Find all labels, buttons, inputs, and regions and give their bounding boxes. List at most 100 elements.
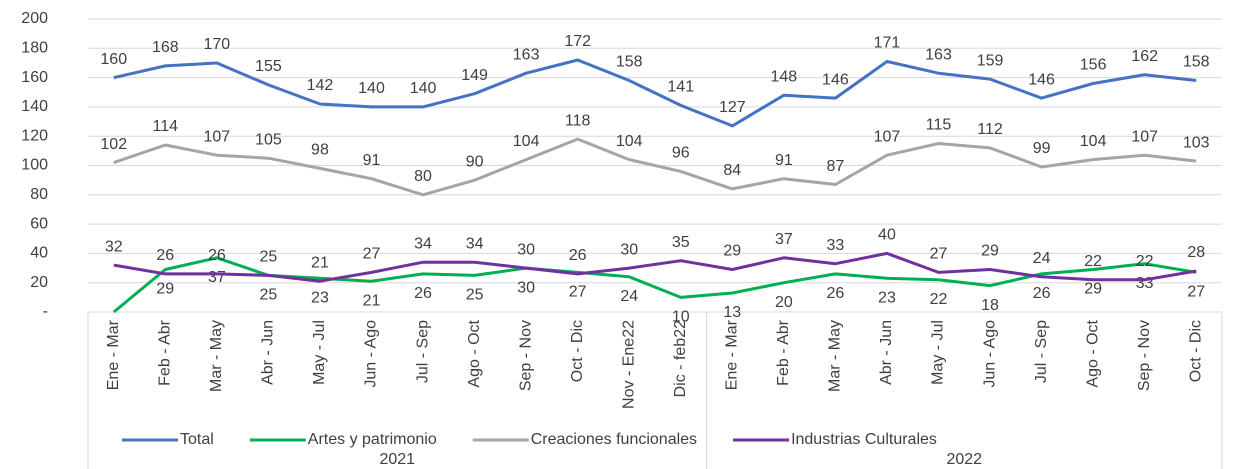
- y-tick-label: 180: [21, 40, 48, 57]
- series-line: [113, 137, 1197, 197]
- data-label: 171: [874, 35, 901, 52]
- x-tick-label: Dic - feb22: [672, 320, 689, 397]
- data-label: 104: [1080, 133, 1107, 150]
- data-label: 158: [616, 54, 643, 71]
- data-label: 158: [1183, 54, 1210, 71]
- data-label: 91: [363, 152, 381, 169]
- legend-label: Artes y patrimonio: [308, 431, 437, 448]
- data-label: 172: [564, 33, 591, 50]
- data-label: 26: [156, 247, 174, 264]
- data-label: 27: [1187, 284, 1205, 301]
- data-label: 142: [307, 77, 334, 94]
- data-label: 102: [100, 136, 127, 153]
- data-label: 140: [358, 80, 385, 97]
- x-tick-label: Sep - Nov: [1136, 320, 1153, 391]
- data-label: 30: [517, 241, 535, 258]
- data-label: 35: [672, 234, 690, 251]
- data-label: 33: [827, 237, 845, 254]
- data-label: 105: [255, 131, 282, 148]
- series-line: [113, 58, 1197, 128]
- x-tick-label: Jul - Sep: [1033, 320, 1050, 383]
- group-label: 2022: [946, 451, 982, 468]
- x-tick-label: May - Jul: [930, 320, 947, 385]
- y-tick-label: 140: [21, 98, 48, 115]
- data-label: 91: [775, 152, 793, 169]
- x-tick-label: Jun - Ago: [363, 320, 380, 388]
- x-tick-label: Jul - Sep: [414, 320, 431, 383]
- data-label: 37: [775, 231, 793, 248]
- data-label: 21: [311, 254, 329, 271]
- data-label: 20: [775, 294, 793, 311]
- data-label: 10: [672, 309, 690, 326]
- data-label: 25: [260, 287, 278, 304]
- data-label: 84: [723, 162, 741, 179]
- data-label: 32: [105, 238, 123, 255]
- data-label: 26: [414, 285, 432, 302]
- x-tick-label: Oct - Dic: [569, 320, 586, 382]
- data-label: 90: [466, 153, 484, 170]
- x-tick-label: Ene - Mar: [724, 319, 741, 390]
- data-label: 115: [926, 117, 952, 134]
- data-label: 162: [1131, 48, 1158, 65]
- y-tick-label: 80: [30, 186, 48, 203]
- data-label: 22: [1084, 253, 1102, 270]
- data-label: 29: [1084, 281, 1102, 298]
- data-label: 168: [152, 39, 179, 56]
- data-label: 156: [1080, 57, 1107, 74]
- data-label: 40: [878, 227, 896, 244]
- y-tick-label: 100: [21, 157, 48, 174]
- data-label: 146: [822, 71, 849, 88]
- legend-label: Industrias Culturales: [791, 431, 937, 448]
- data-label: 25: [260, 249, 278, 266]
- y-tick-label: 200: [21, 10, 48, 27]
- data-label: 18: [981, 297, 999, 314]
- y-tick-label: 160: [21, 69, 48, 86]
- data-label: 148: [771, 68, 798, 85]
- y-tick-label: -: [43, 303, 48, 320]
- data-label: 24: [620, 288, 638, 305]
- data-label: 163: [925, 46, 952, 63]
- data-label: 28: [1187, 244, 1205, 261]
- x-tick-label: Abr - Jun: [260, 320, 277, 385]
- data-label: 104: [513, 133, 540, 150]
- data-label: 26: [1033, 285, 1051, 302]
- data-label: 99: [1033, 140, 1051, 157]
- data-label: 103: [1183, 134, 1210, 151]
- data-label: 87: [827, 158, 845, 175]
- data-label: 159: [977, 52, 1004, 69]
- y-tick-label: 60: [30, 215, 48, 232]
- x-tick-label: Nov - Ene22: [620, 320, 637, 409]
- data-label: 96: [672, 145, 690, 162]
- data-label: 30: [620, 241, 638, 258]
- data-label: 107: [1131, 128, 1158, 145]
- x-tick-label: Oct - Dic: [1187, 320, 1204, 382]
- data-label: 127: [719, 99, 746, 116]
- data-label: 107: [204, 128, 231, 145]
- y-tick-label: 120: [21, 127, 48, 144]
- data-label: 141: [667, 79, 694, 96]
- legend-label: Creaciones funcionales: [531, 431, 697, 448]
- series-line: [113, 251, 1197, 283]
- legend-label: Total: [180, 431, 214, 448]
- data-label: 146: [1028, 71, 1055, 88]
- x-tick-label: May - Jul: [311, 320, 328, 385]
- data-label: 22: [1136, 253, 1154, 270]
- data-label: 23: [878, 290, 896, 307]
- data-label: 155: [255, 58, 282, 75]
- x-tick-label: Mar - May: [827, 320, 844, 392]
- data-label: 29: [981, 243, 999, 260]
- x-tick-label: Feb - Abr: [157, 319, 174, 385]
- data-label: 118: [565, 112, 591, 129]
- x-tick-label: Ene - Mar: [105, 319, 122, 390]
- data-label: 27: [363, 246, 381, 263]
- data-label: 140: [410, 80, 437, 97]
- data-label: 13: [723, 304, 741, 321]
- data-label: 104: [616, 133, 643, 150]
- data-label: 22: [930, 291, 948, 308]
- data-label: 26: [569, 247, 587, 264]
- data-label: 27: [930, 246, 948, 263]
- data-label: 34: [466, 235, 484, 252]
- data-label: 170: [204, 36, 231, 53]
- data-label: 112: [977, 121, 1003, 138]
- data-label: 34: [414, 235, 432, 252]
